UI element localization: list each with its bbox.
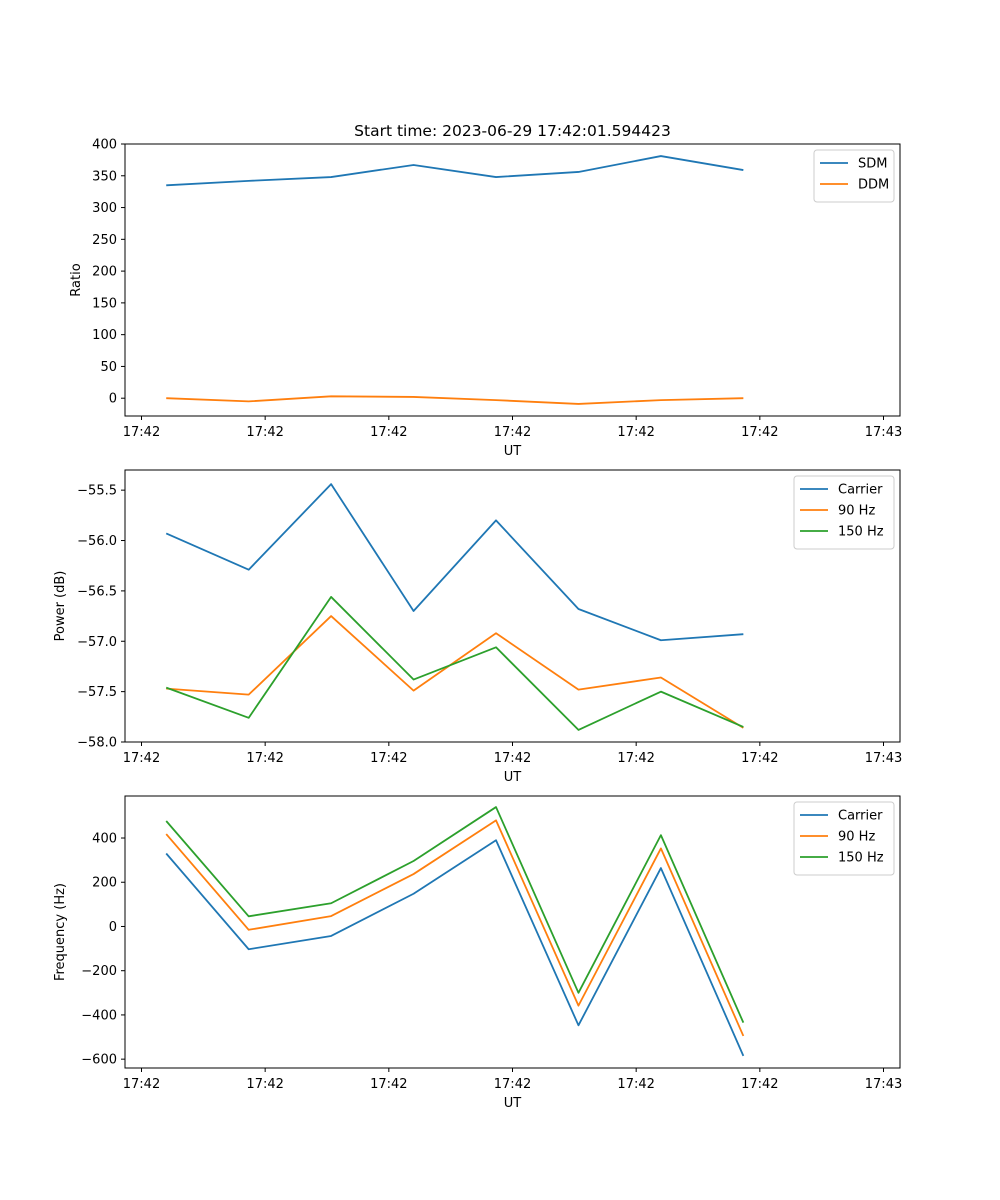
y-tick-label: −56.5 — [77, 584, 117, 599]
series-line-90-hz — [165, 819, 745, 1037]
y-tick-label: 250 — [92, 233, 117, 248]
y-tick-label: −200 — [81, 964, 117, 979]
series-line-sdm — [166, 155, 744, 187]
y-tick-label: −58.0 — [77, 736, 117, 751]
y-tick-label: −56.0 — [77, 534, 117, 549]
legend-entry: 150 Hz — [838, 525, 884, 540]
x-tick-label: 17:42 — [494, 751, 531, 766]
x-tick-label: 17:42 — [123, 1077, 160, 1092]
series-line-150-hz — [165, 596, 744, 731]
y-tick-label: −57.5 — [77, 685, 117, 700]
x-axis-label: UT — [504, 1096, 522, 1111]
chart-panel-2: 17:42 17:42 17:42 17:42 17:42 17:42 17:43 −58.0… — [53, 469, 902, 785]
legend-entry: 150 Hz — [838, 851, 884, 866]
x-tick-label: 17:42 — [123, 751, 160, 766]
legend: Carrier 90 Hz 150 Hz — [793, 475, 895, 550]
y-axis-label: Power (dB) — [53, 571, 68, 642]
figure-title: Start time: 2023-06-29 17:42:01.594423 — [354, 122, 671, 140]
legend: Carrier 90 Hz 150 Hz — [793, 801, 895, 876]
x-tick-label: 17:42 — [617, 1077, 654, 1092]
y-axis-label: Ratio — [69, 263, 84, 296]
chart-panel-1: 17:42 17:42 17:42 17:42 17:42 17:42 17:43 0 50 10… — [69, 138, 902, 460]
y-tick-label: 350 — [92, 169, 117, 184]
series-line-carrier — [165, 483, 744, 642]
series-line-ddm — [166, 395, 744, 405]
x-tick-label: 17:43 — [865, 751, 902, 766]
x-tick-label: 17:42 — [494, 425, 531, 440]
legend-entry: Carrier — [838, 809, 883, 824]
legend-entry: 90 Hz — [838, 504, 875, 519]
legend: SDM DDM — [813, 149, 895, 203]
y-tick-label: 100 — [92, 328, 117, 343]
y-axis-label: Frequency (Hz) — [53, 883, 68, 981]
x-tick-label: 17:42 — [370, 425, 407, 440]
x-axis-label: UT — [504, 770, 522, 785]
y-tick-label: 200 — [92, 265, 117, 280]
y-tick-label: 300 — [92, 201, 117, 216]
y-tick-label: 150 — [92, 296, 117, 311]
x-tick-label: 17:42 — [246, 1077, 283, 1092]
x-tick-label: 17:42 — [617, 751, 654, 766]
y-tick-label: −400 — [81, 1008, 117, 1023]
y-tick-label: 400 — [92, 832, 117, 847]
x-tick-label: 17:42 — [370, 751, 407, 766]
x-tick-label: 17:42 — [617, 425, 654, 440]
x-tick-label: 17:42 — [741, 751, 778, 766]
x-tick-label: 17:42 — [246, 751, 283, 766]
x-tick-label: 17:42 — [370, 1077, 407, 1092]
y-tick-label: 400 — [92, 138, 117, 153]
legend-entry: 90 Hz — [838, 830, 875, 845]
x-tick-label: 17:42 — [494, 1077, 531, 1092]
x-tick-label: 17:42 — [246, 425, 283, 440]
legend-entry: Carrier — [838, 483, 883, 498]
x-tick-label: 17:43 — [865, 425, 902, 440]
y-tick-label: −600 — [81, 1053, 117, 1068]
y-tick-label: 50 — [100, 360, 117, 375]
y-tick-label: −55.5 — [77, 484, 117, 499]
legend-entry: DDM — [858, 178, 889, 193]
y-tick-label: 200 — [92, 876, 117, 891]
y-tick-label: 0 — [109, 392, 117, 407]
x-tick-label: 17:42 — [123, 425, 160, 440]
x-axis-label: UT — [504, 444, 522, 459]
series-line-carrier — [165, 839, 745, 1057]
series-line-90-hz — [166, 615, 744, 729]
plot-frame — [124, 469, 901, 743]
series-line-150-hz — [165, 806, 745, 1024]
x-tick-label: 17:42 — [741, 425, 778, 440]
plot-frame — [124, 795, 901, 1069]
x-tick-label: 17:42 — [741, 1077, 778, 1092]
plot-frame — [124, 143, 901, 417]
y-tick-label: −57.0 — [77, 635, 117, 650]
chart-panel-3: 17:42 17:42 17:42 17:42 17:42 17:42 17:43 −600 −… — [53, 795, 902, 1111]
x-tick-label: 17:43 — [865, 1077, 902, 1092]
legend-entry: SDM — [858, 157, 887, 172]
y-tick-label: 0 — [109, 920, 117, 935]
